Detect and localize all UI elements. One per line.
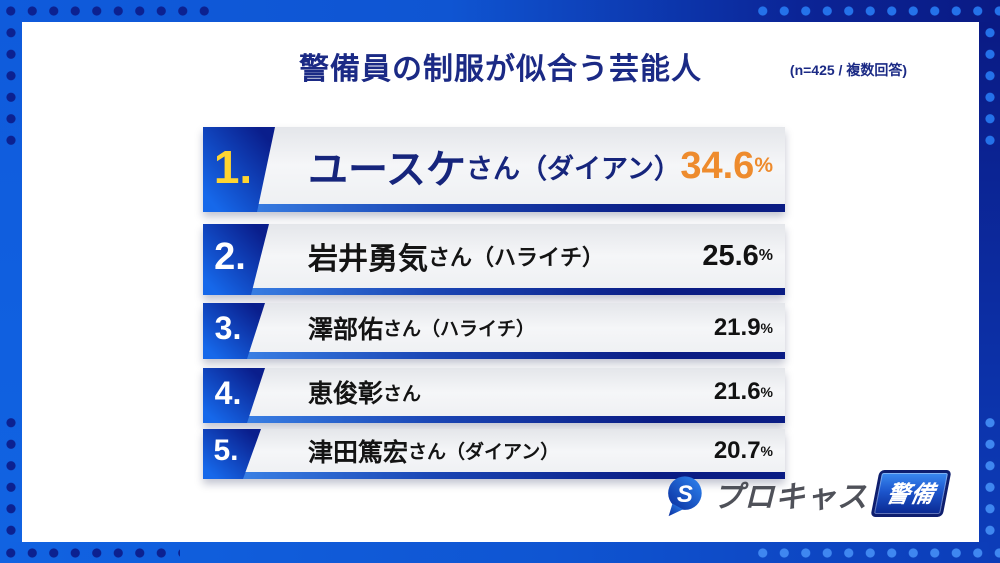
- ranking-bar: [203, 224, 785, 295]
- frame-dots-right-bottom: [979, 412, 1000, 542]
- frame-dots-top-left: [0, 0, 216, 22]
- ranking-row-5: 5. 津田篤宏 さん（ダイアン） 20.7%: [203, 429, 785, 479]
- rank-number: 3.: [214, 310, 242, 346]
- bar-underline: [203, 472, 785, 479]
- bar-underline: [203, 204, 785, 212]
- rank-number: 1.: [213, 140, 253, 193]
- logo-brand-text: プロキャス: [713, 480, 868, 514]
- celebrity-name-suffix: さん: [383, 383, 422, 405]
- sample-size-note: (n=425 / 複数回答): [789, 62, 907, 78]
- logo-s-letter: S: [677, 480, 693, 507]
- ranking-bar: [203, 368, 785, 423]
- ranking-row-1: 1. ユースケ さん（ダイアン） 34.6%: [203, 127, 785, 212]
- ranking-row-3: 3. 澤部佑 さん（ハライチ） 21.9%: [203, 303, 785, 359]
- percent-sign: %: [754, 154, 773, 177]
- celebrity-name-main: 恵俊彰: [308, 380, 384, 408]
- rank-number: 4.: [214, 374, 242, 411]
- percentage: 25.6%: [702, 224, 773, 288]
- frame-dots-top-right: [752, 0, 1000, 22]
- page-title: 警備員の制服が似合う芸能人: [299, 53, 702, 86]
- celebrity-name: 津田篤宏 さん（ダイアン）: [308, 429, 559, 472]
- logo-security-badge-text: 警備: [884, 481, 938, 507]
- percent-number: 21.6: [713, 378, 761, 405]
- celebrity-name: 澤部佑 さん（ハライチ）: [308, 303, 535, 352]
- frame-border-bottom: [0, 542, 1000, 563]
- rank-number: 5.: [213, 434, 239, 467]
- procas-logo: S プロキャス 警備: [660, 470, 952, 521]
- frame-border-left: [0, 22, 22, 542]
- logo-security-badge: 警備: [870, 470, 952, 517]
- celebrity-name: 岩井勇気 さん（ハライチ）: [308, 224, 604, 288]
- ranking-bar: [203, 127, 785, 212]
- percent-sign: %: [760, 319, 773, 336]
- percent-sign: %: [760, 442, 773, 459]
- ranking-row-2: 2. 岩井勇気 さん（ハライチ） 25.6%: [203, 224, 785, 295]
- frame-dots-right-top: [979, 22, 1000, 152]
- percent-number: 25.6: [702, 239, 759, 272]
- percentage: 20.7%: [714, 429, 773, 472]
- ranking-row-4: 4. 恵俊彰 さん 21.6%: [203, 368, 785, 423]
- celebrity-name-suffix: さん（ハライチ）: [428, 245, 605, 270]
- ranking-bar: [203, 429, 785, 479]
- procas-speech-bubble-icon: S: [668, 475, 702, 516]
- celebrity-name: ユースケ さん（ダイアン）: [308, 127, 681, 205]
- rank-number: 2.: [214, 235, 246, 278]
- frame-border-top: [0, 0, 1000, 22]
- percent-number: 21.9: [713, 313, 761, 341]
- celebrity-name-main: 澤部佑: [308, 315, 384, 344]
- celebrity-name-suffix: さん（ハライチ）: [383, 319, 536, 340]
- frame-dots-bottom-right: [752, 542, 1000, 563]
- frame-dots-left-bottom: [0, 412, 22, 542]
- percentage: 21.9%: [714, 303, 773, 352]
- celebrity-name-suffix: さん（ダイアン）: [408, 442, 560, 463]
- bar-underline: [203, 288, 785, 295]
- percentage: 34.6%: [680, 127, 773, 205]
- frame-dots-left-top: [0, 22, 22, 152]
- percent-number: 20.7: [713, 436, 761, 464]
- celebrity-name-main: ユースケ: [308, 148, 466, 192]
- content-area: 警備員の制服が似合う芸能人 (n=425 / 複数回答) 1. ユースケ さん（ダ…: [22, 22, 979, 542]
- bar-underline: [203, 352, 785, 359]
- bar-underline: [203, 416, 785, 423]
- celebrity-name: 恵俊彰 さん: [308, 368, 421, 416]
- ranking-bar: [203, 303, 785, 359]
- ranking-list: 1. ユースケ さん（ダイアン） 34.6% 2. 岩井勇気 さん（ハライチ） 25…: [203, 127, 785, 479]
- percent-number: 34.6: [680, 144, 755, 187]
- percentage: 21.6%: [714, 368, 773, 416]
- frame-border-right: [979, 22, 1000, 542]
- celebrity-name-main: 岩井勇気: [308, 243, 428, 276]
- celebrity-name-main: 津田篤宏: [308, 438, 409, 467]
- celebrity-name-suffix: さん（ダイアン）: [466, 153, 681, 184]
- percent-sign: %: [760, 384, 773, 400]
- percent-sign: %: [758, 247, 773, 264]
- frame-dots-bottom-left: [0, 542, 180, 563]
